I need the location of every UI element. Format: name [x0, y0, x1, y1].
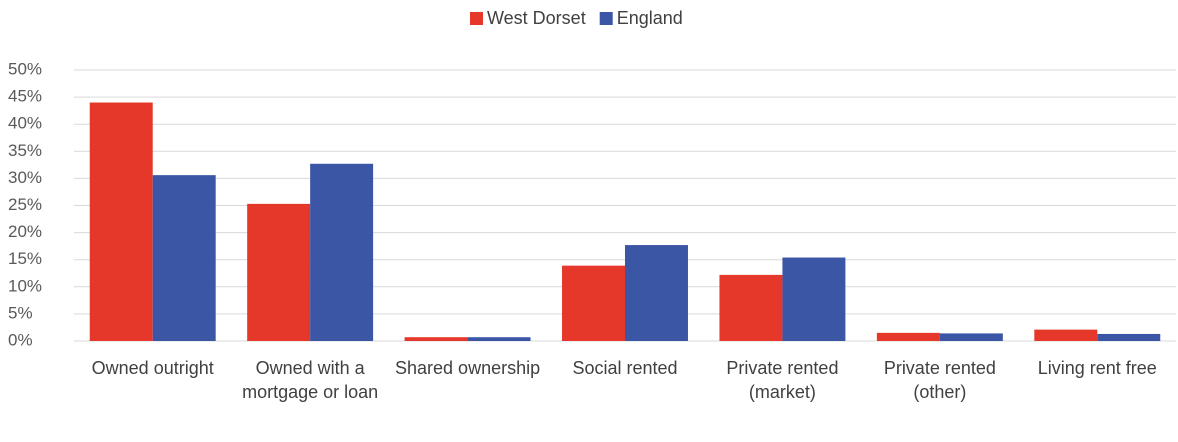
bar: [89, 102, 153, 342]
x-tick-label: Private rented (market): [726, 358, 839, 402]
bar: [310, 163, 374, 341]
bar: [152, 175, 216, 341]
bar: [876, 332, 940, 341]
bar: [404, 337, 468, 341]
bar: [625, 245, 688, 341]
x-tick-label: Owned outright: [91, 358, 214, 378]
legend-label: England: [617, 8, 683, 28]
y-tick-label: 5%: [8, 303, 33, 322]
bar: [1097, 333, 1161, 341]
bar: [719, 274, 783, 341]
y-tick-label: 10%: [8, 276, 42, 295]
bar: [247, 203, 311, 341]
x-tick-label: Owned with a mortgage or loan: [242, 358, 379, 402]
bar: [1034, 329, 1098, 341]
y-tick-label: 25%: [8, 195, 42, 214]
y-tick-label: 15%: [8, 249, 42, 268]
legend-swatch: [470, 12, 483, 25]
bar: [467, 337, 531, 341]
y-tick-label: 0%: [8, 330, 33, 349]
y-tick-label: 45%: [8, 87, 42, 106]
bar: [782, 257, 846, 341]
y-tick-label: 50%: [8, 59, 42, 78]
y-tick-label: 35%: [8, 141, 42, 160]
x-tick-label: Shared ownership: [395, 358, 541, 378]
y-tick-label: 30%: [8, 168, 42, 187]
bar: [939, 333, 1003, 341]
bar: [562, 265, 625, 341]
y-tick-label: 20%: [8, 222, 42, 241]
x-tick-label: Living rent free: [1037, 358, 1157, 378]
x-tick-label: Social rented: [572, 358, 678, 378]
y-tick-label: 40%: [8, 114, 42, 133]
legend-swatch: [599, 12, 613, 25]
legend-label: West Dorset: [487, 8, 586, 28]
x-tick-label: Private rented (other): [883, 358, 996, 402]
